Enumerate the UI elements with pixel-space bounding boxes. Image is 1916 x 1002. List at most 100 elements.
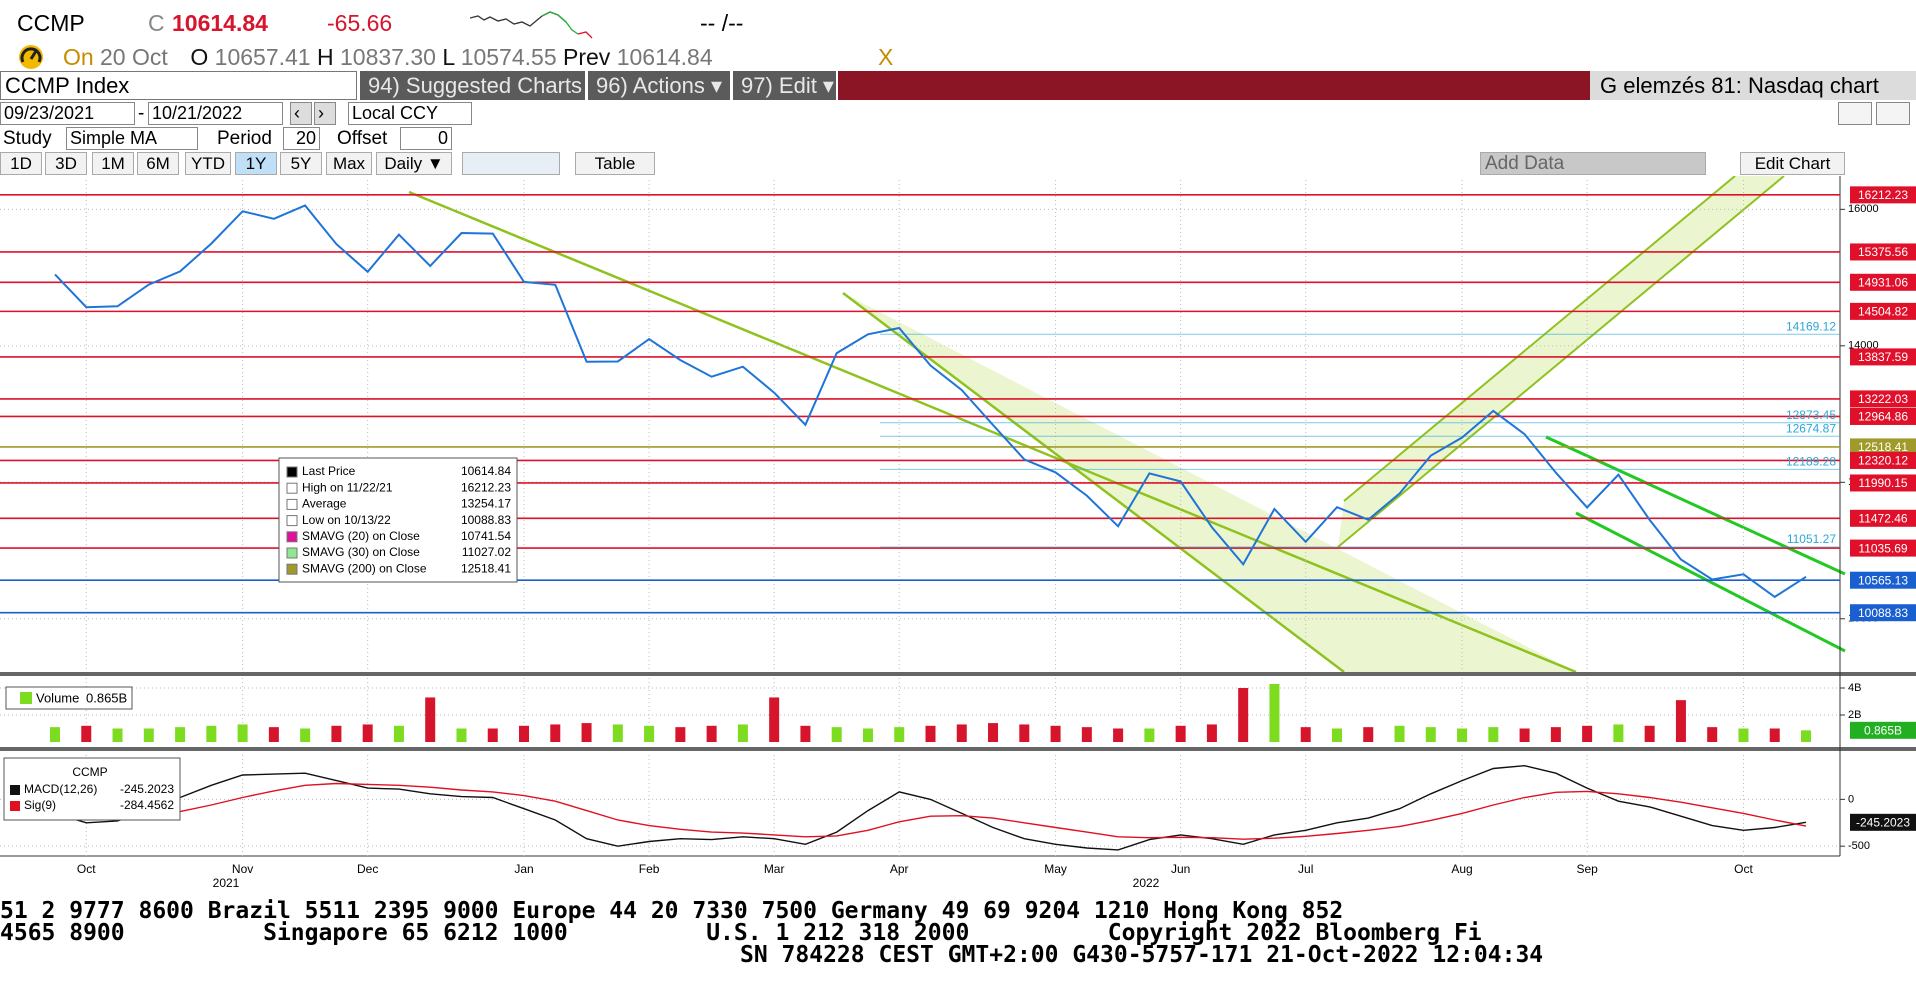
level-label: 12518.41	[1858, 440, 1908, 454]
x-tick-label: Nov	[232, 862, 253, 876]
date-separator: -	[138, 103, 145, 124]
level-label: 12964.86	[1858, 410, 1908, 424]
currency[interactable]: Local CCY	[348, 102, 472, 125]
macd-last-label: -245.2023	[1856, 815, 1910, 829]
volume-bar	[1488, 727, 1499, 742]
x-tick-label: Jul	[1298, 862, 1313, 876]
fib-label: 12873.45	[1786, 408, 1836, 422]
study-select[interactable]: Simple MA	[66, 127, 198, 150]
volume-bar	[1707, 727, 1718, 742]
legend-value: 10614.84	[461, 464, 511, 478]
menu[interactable]: 94) Suggested Charts	[360, 71, 585, 100]
legend-value: 16212.23	[461, 480, 511, 494]
x-tick-label: Dec	[357, 862, 378, 876]
volume-bar	[862, 728, 873, 742]
volume-bar	[143, 728, 154, 742]
menu[interactable]: 96) Actions ▾	[588, 71, 730, 100]
volume-bar	[206, 725, 217, 742]
range-button[interactable]: 6M	[137, 152, 179, 175]
volume-legend-swatch	[20, 692, 32, 704]
volume-bar	[1801, 730, 1811, 742]
volume-bar	[1769, 728, 1780, 742]
volume-bar	[800, 725, 811, 742]
redo-button[interactable]	[1876, 102, 1910, 125]
last-price: 10614.84	[172, 10, 268, 36]
study-label: Study	[3, 128, 52, 149]
next-button[interactable]: ›	[314, 102, 336, 125]
range-button[interactable]: 3D	[45, 152, 87, 175]
panel-separator	[0, 747, 1916, 751]
volume-bar	[1550, 727, 1561, 742]
volume-bar	[988, 723, 999, 742]
range-button[interactable]: 1D	[0, 152, 42, 175]
y-tick-label: 2B	[1848, 709, 1861, 721]
volume-bar	[1081, 727, 1092, 742]
x-tick-label: Mar	[764, 862, 785, 876]
fib-label: 12189.28	[1786, 455, 1836, 469]
level-label: 10565.13	[1858, 573, 1908, 587]
legend-swatch	[286, 563, 298, 575]
level-label: 12320.12	[1858, 454, 1908, 468]
volume-bar	[456, 728, 467, 742]
ticker-line: 4565 8900 Singapore 65 6212 1000 U.S. 1 …	[0, 920, 1482, 946]
range-button[interactable]: 5Y	[280, 152, 322, 175]
range-button[interactable]: Max	[326, 152, 372, 175]
volume-bar	[1582, 725, 1593, 742]
start-date[interactable]: 09/23/2021	[0, 102, 135, 125]
level-label-box	[1850, 571, 1916, 589]
volume-bar	[581, 723, 592, 742]
table-button[interactable]: Table	[575, 152, 655, 175]
range-button[interactable]: 1Y	[235, 152, 277, 175]
security-field[interactable]: CCMP Index	[0, 71, 357, 100]
series-line	[54, 204, 1807, 599]
volume-last-label-box	[1850, 721, 1916, 739]
y-tick-label: 0	[1848, 793, 1854, 805]
x-tick-label: Sep	[1576, 862, 1598, 876]
y-tick-label: -500	[1848, 840, 1870, 852]
close-label: C	[148, 10, 165, 36]
volume-bar	[706, 725, 717, 742]
edit-chart[interactable]: Edit Chart	[1740, 152, 1845, 175]
price-legend: Last Price 10614.84 High on 11/22/21 16212.…	[278, 457, 518, 583]
menu[interactable]: 97) Edit ▾	[733, 71, 836, 100]
x-tick-label: Oct	[1734, 862, 1753, 876]
prev-button[interactable]: ‹	[290, 102, 312, 125]
range-button[interactable]: 1M	[92, 152, 134, 175]
period-field[interactable]: 20	[283, 127, 320, 150]
title-bar	[838, 71, 1590, 100]
x-tick-label: Jun	[1171, 862, 1190, 876]
x-tick-label: Feb	[639, 862, 660, 876]
ticker-line: SN 784228 CEST GMT+2:00 G430-5757-171 21…	[740, 942, 1544, 968]
level-label: 11035.69	[1858, 541, 1907, 555]
close-button[interactable]: X	[878, 44, 894, 70]
add-data[interactable]: Add Data	[1480, 152, 1706, 175]
macd-legend-swatch	[10, 801, 20, 811]
level-label-box	[1850, 186, 1916, 204]
volume-bar	[1113, 728, 1124, 742]
chart-style[interactable]	[462, 152, 560, 175]
level-label-box	[1850, 438, 1916, 456]
range-button[interactable]: YTD	[185, 152, 231, 175]
volume-bar	[612, 724, 623, 742]
legend-swatch	[286, 482, 298, 494]
offset-field[interactable]: 0	[400, 127, 452, 150]
volume-bar	[112, 728, 123, 742]
volume-bar	[1363, 727, 1374, 742]
legend-value: 11027.02	[462, 545, 511, 559]
quote-value: 10614.84	[616, 44, 713, 70]
legend-swatch	[286, 498, 298, 510]
legend-label: High on 11/22/21	[302, 480, 393, 494]
end-date[interactable]: 10/21/2022	[148, 102, 283, 125]
volume-bar	[894, 727, 905, 742]
volume-bar	[769, 697, 780, 742]
level-label: 15375.56	[1858, 245, 1908, 259]
fib-label: 14169.12	[1786, 319, 1836, 333]
frequency[interactable]: Daily ▼	[376, 152, 452, 175]
legend-swatch	[286, 531, 298, 543]
volume-bar	[1300, 727, 1311, 742]
undo-button[interactable]	[1838, 102, 1872, 125]
volume-legend-name: Volume	[36, 690, 79, 705]
level-label: 10088.83	[1858, 606, 1908, 620]
volume-bar	[1394, 725, 1405, 742]
legend-value: 12518.41	[461, 561, 511, 575]
